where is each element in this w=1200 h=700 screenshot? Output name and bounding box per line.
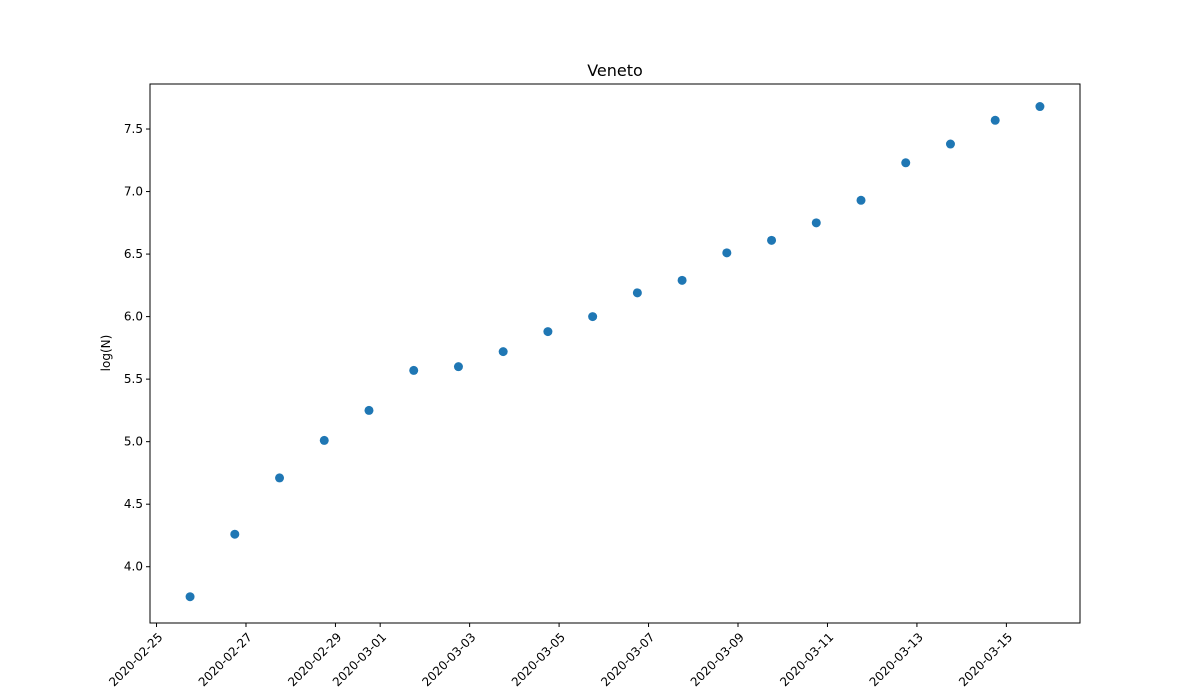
data-point — [588, 312, 598, 322]
x-tick-label: 2020-02-25 — [106, 630, 165, 689]
data-point — [677, 275, 687, 285]
y-tick-label: 7.5 — [124, 122, 143, 136]
data-point — [722, 248, 732, 258]
x-tick-label: 2020-03-13 — [867, 630, 926, 689]
data-point — [230, 529, 240, 539]
y-tick-label: 5.0 — [124, 435, 143, 449]
data-point — [498, 347, 508, 357]
data-point — [945, 139, 955, 149]
data-point — [319, 435, 329, 445]
data-point — [364, 405, 374, 415]
data-point — [811, 218, 821, 228]
data-point — [185, 592, 195, 602]
data-points — [185, 102, 1045, 602]
y-tick-label: 4.5 — [124, 497, 143, 511]
data-point — [901, 158, 911, 168]
x-tick-label: 2020-02-27 — [196, 630, 255, 689]
x-tick-label: 2020-03-03 — [419, 630, 478, 689]
x-axis: 2020-02-25 2020-02-27 2020-02-292020-03-01… — [106, 623, 1015, 689]
y-tick-label: 6.5 — [124, 247, 143, 261]
y-tick-label: 7.0 — [124, 185, 143, 199]
plot-area-frame — [149, 83, 1081, 624]
data-point — [543, 327, 553, 337]
chart-title: Veneto — [587, 61, 643, 80]
y-tick-label: 6.0 — [124, 310, 143, 324]
y-axis: 4.0 4.5 5.0 5.5 6.0 6.5 7.0 7.5 — [124, 122, 150, 574]
x-tick-label: 2020-03-05 — [509, 630, 568, 689]
y-tick-label: 4.0 — [124, 560, 143, 574]
x-tick-label: 2020-03-09 — [688, 630, 747, 689]
y-tick-label: 5.5 — [124, 372, 143, 386]
x-tick-label: 2020-03-07 — [598, 630, 657, 689]
y-axis-label: log(N) — [99, 335, 113, 372]
x-tick-label: 2020-03-11 — [777, 630, 836, 689]
data-point — [275, 473, 285, 483]
data-point — [1035, 102, 1045, 112]
data-point — [409, 365, 419, 375]
data-point — [856, 195, 866, 205]
data-point — [632, 288, 642, 298]
data-point — [990, 115, 1000, 125]
x-tick-label: 2020-03-15 — [956, 630, 1015, 689]
data-point — [767, 235, 777, 245]
data-point — [453, 362, 463, 372]
